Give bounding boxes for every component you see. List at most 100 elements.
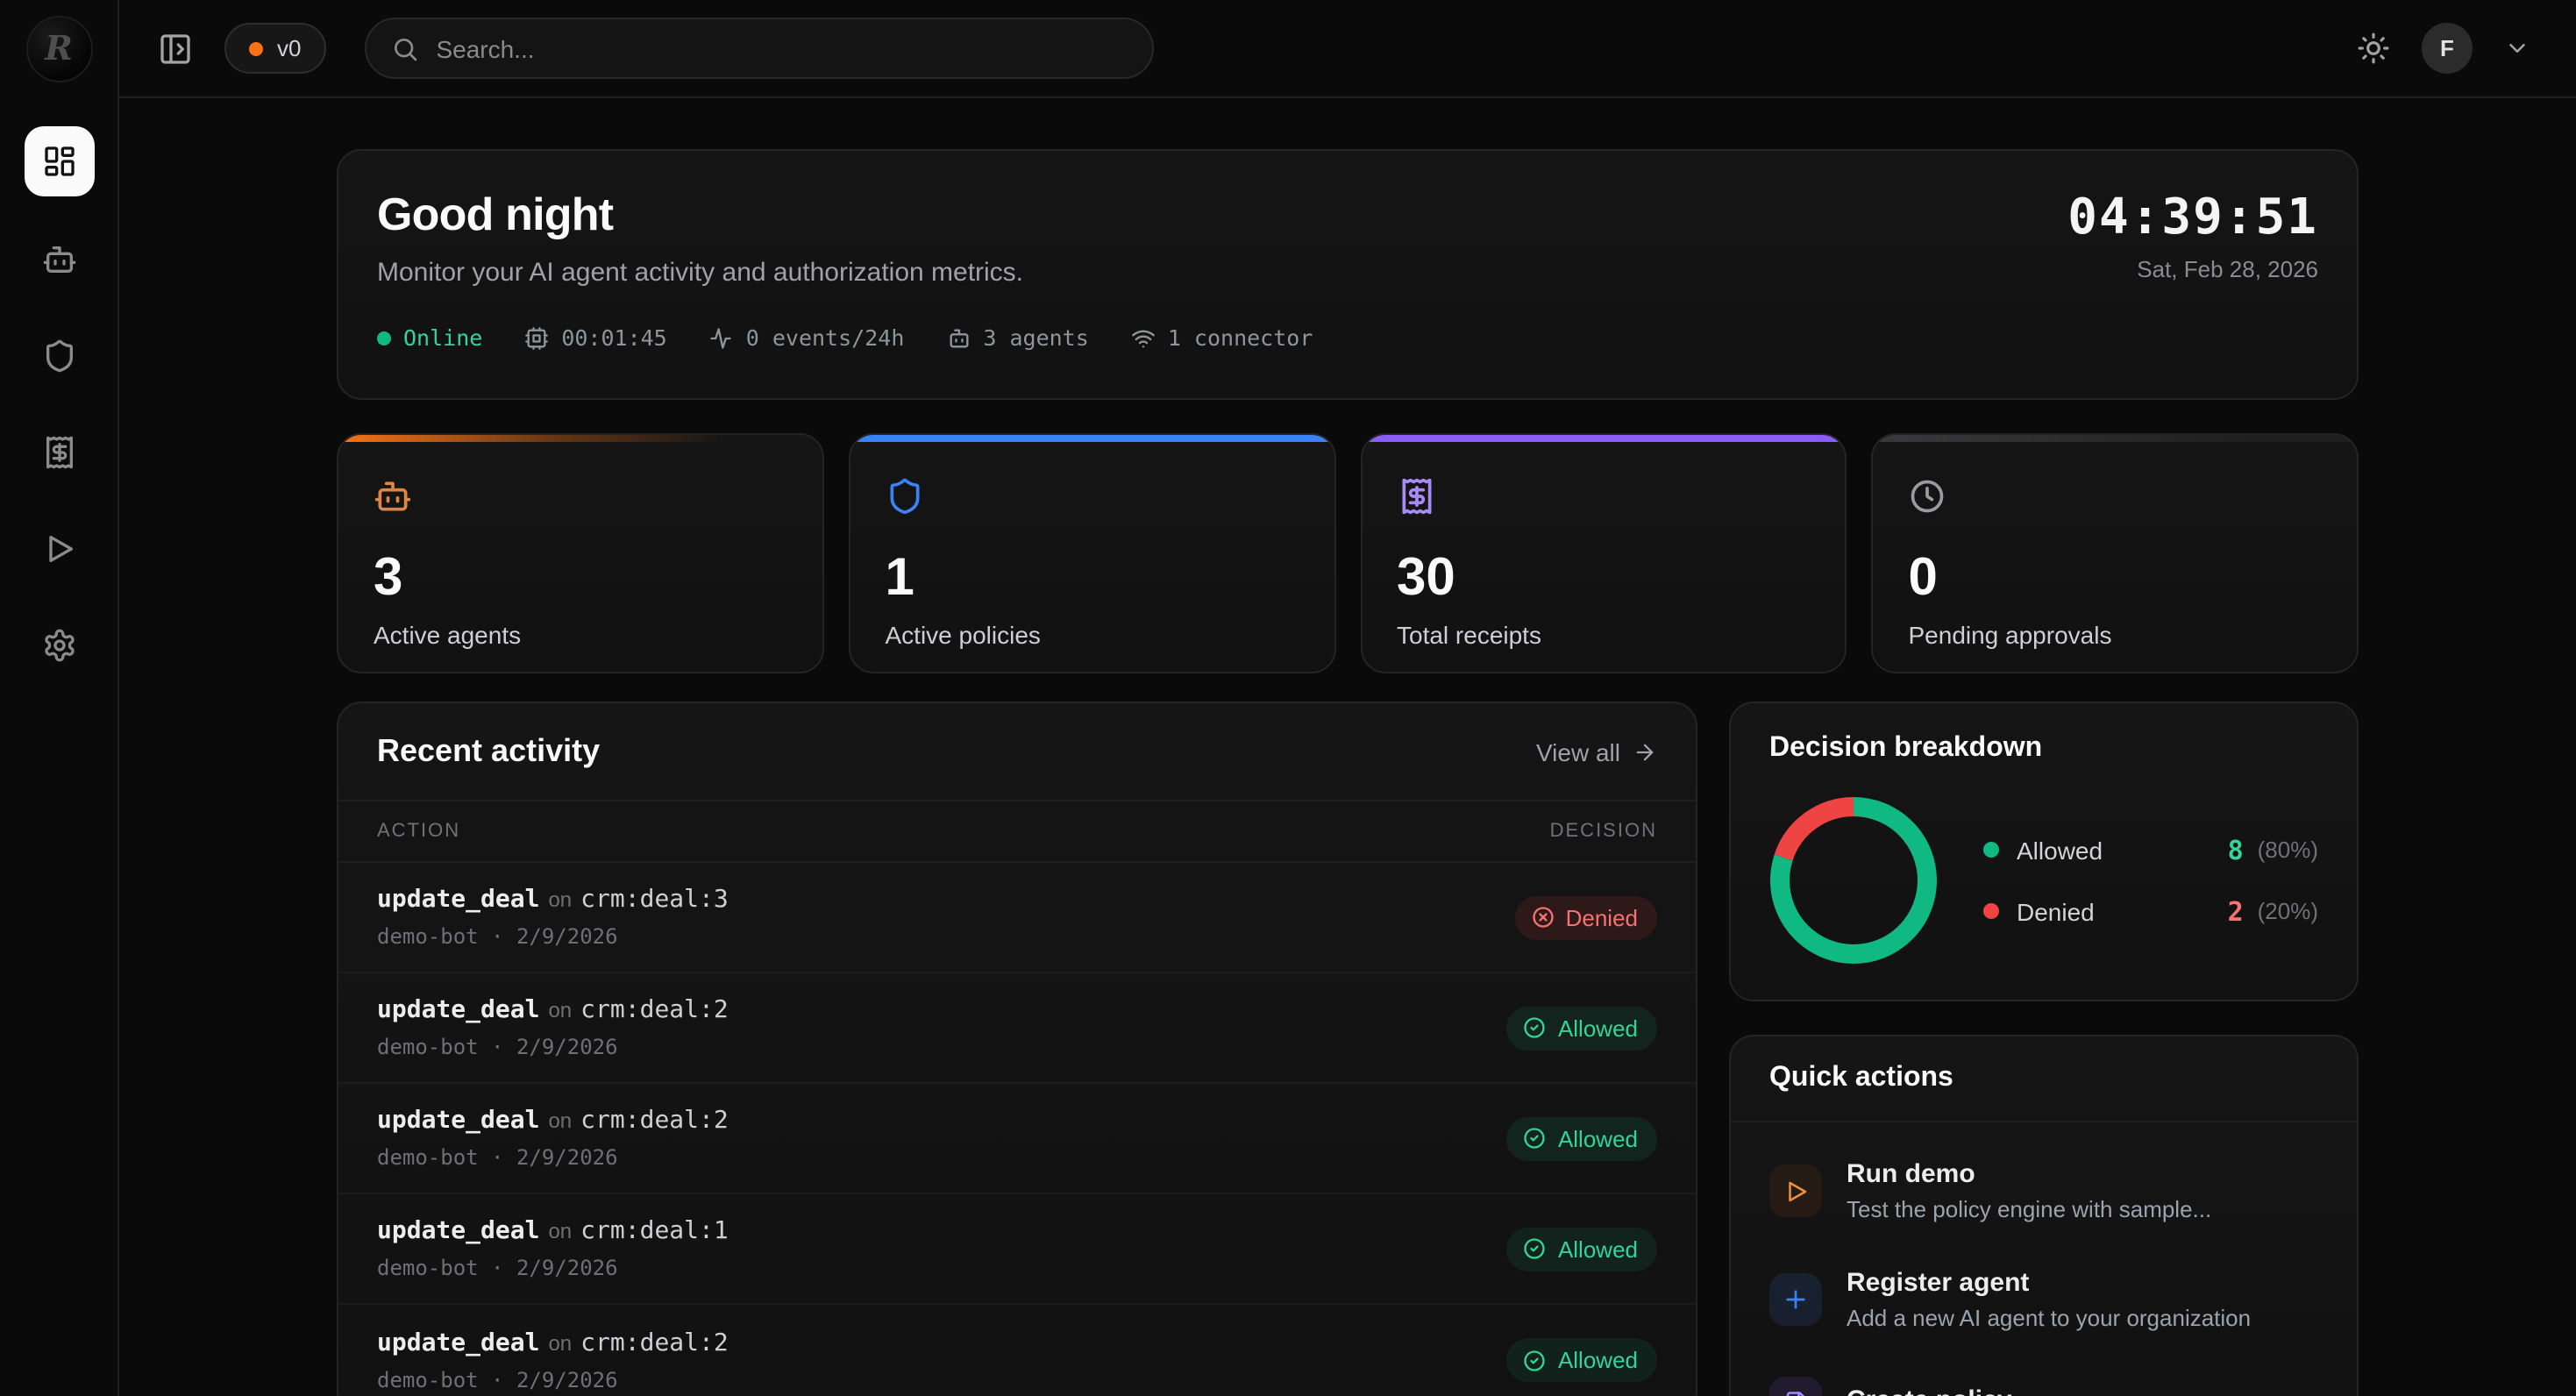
- allowed-dot-icon: [1983, 842, 1999, 858]
- sidebar-toggle-button[interactable]: [151, 24, 200, 73]
- activity-row-meta: demo-bot · 2/9/2026: [377, 1367, 618, 1392]
- sidebar-nav: [24, 126, 94, 679]
- quick-actions-panel: Quick actions Run demo Test the policy e…: [1729, 1035, 2359, 1396]
- activity-row[interactable]: update_deal on crm:deal:2 demo-bot · 2/9/2…: [338, 1305, 1696, 1396]
- stat-card-active-agents[interactable]: 3 Active agents: [337, 433, 824, 673]
- sidebar-item-dashboard[interactable]: [24, 126, 94, 196]
- stat-cards: 3 Active agents 1 Active policies: [337, 433, 2359, 673]
- plus-icon: [1769, 1273, 1822, 1326]
- uptime-status: 00:01:45: [524, 324, 667, 351]
- sidebar-item-receipts[interactable]: [25, 419, 92, 486]
- user-avatar[interactable]: F: [2422, 23, 2473, 74]
- chevron-down-icon: [2504, 35, 2530, 61]
- decision-donut-chart: [1770, 797, 1937, 964]
- version-badge-label: v0: [277, 35, 302, 61]
- sidebar-item-policies[interactable]: [25, 323, 92, 389]
- sidebar: R: [0, 0, 119, 1396]
- decision-badge-allowed: Allowed: [1506, 1338, 1657, 1382]
- shield-icon: [41, 338, 76, 374]
- clock-date: Sat, Feb 28, 2026: [2137, 256, 2318, 282]
- search-bar: [364, 18, 1154, 79]
- quick-action-run-demo[interactable]: Run demo Test the policy engine with sam…: [1769, 1136, 2318, 1245]
- bot-icon: [374, 477, 787, 519]
- activity-row[interactable]: update_deal on crm:deal:1 demo-bot · 2/9/2…: [338, 1194, 1696, 1305]
- play-icon: [41, 531, 76, 566]
- receipt-icon: [41, 435, 76, 470]
- stat-label: Pending approvals: [1908, 621, 2112, 649]
- system-status-row: Online 00:01:45 0 events/2: [377, 324, 1313, 351]
- decision-breakdown-title: Decision breakdown: [1769, 733, 2043, 763]
- version-badge[interactable]: v0: [224, 23, 326, 74]
- activity-row[interactable]: update_deal on crm:deal:2 demo-bot · 2/9/2…: [338, 1084, 1696, 1194]
- decision-badge-denied: Denied: [1514, 895, 1657, 939]
- stat-accent-bar: [1873, 435, 2357, 442]
- wifi-icon: [1131, 325, 1156, 350]
- activity-row[interactable]: update_deal on crm:deal:2 demo-bot · 2/9/2…: [338, 973, 1696, 1084]
- search-icon: [390, 34, 418, 62]
- activity-row-meta: demo-bot · 2/9/2026: [377, 1035, 618, 1059]
- sidebar-item-agents[interactable]: [25, 226, 92, 293]
- legend-row-denied: Denied 2 (20%): [1983, 895, 2318, 927]
- version-status-dot: [249, 41, 263, 55]
- circle-check-icon: [1523, 1348, 1548, 1372]
- sidebar-item-settings[interactable]: [25, 612, 92, 679]
- circle-check-icon: [1523, 1126, 1548, 1150]
- user-menu-button[interactable]: [2497, 28, 2537, 68]
- topbar-right: F: [2350, 23, 2537, 74]
- quick-action-create-policy[interactable]: Create policy: [1769, 1354, 2318, 1396]
- circle-check-icon: [1523, 1015, 1548, 1040]
- gear-icon: [41, 628, 76, 663]
- activity-row-meta: demo-bot · 2/9/2026: [377, 1145, 618, 1170]
- quick-actions-title: Quick actions: [1731, 1036, 2357, 1122]
- activity-pulse-icon: [709, 325, 734, 350]
- stat-value: 0: [1908, 549, 1938, 607]
- panel-toggle-icon: [158, 31, 193, 66]
- search-input[interactable]: [436, 34, 1128, 62]
- stat-label: Total receipts: [1397, 621, 1541, 649]
- decision-breakdown-panel: Decision breakdown Allowed: [1729, 702, 2359, 1001]
- activity-column-headers: ACTION DECISION: [338, 801, 1696, 863]
- stat-card-pending-approvals[interactable]: 0 Pending approvals: [1871, 433, 2359, 673]
- decision-badge-allowed: Allowed: [1506, 1006, 1657, 1050]
- page-title: Good night: [377, 188, 614, 240]
- events-status: 0 events/24h: [709, 324, 904, 351]
- theme-toggle-button[interactable]: [2350, 25, 2397, 72]
- dashboard-grid-icon: [41, 144, 76, 179]
- stat-value: 30: [1397, 549, 1455, 607]
- play-icon: [1769, 1165, 1822, 1217]
- topbar: v0 F: [119, 0, 2576, 98]
- recent-activity-title: Recent activity: [377, 733, 601, 768]
- sidebar-item-run[interactable]: [25, 516, 92, 582]
- activity-row[interactable]: update_deal on crm:deal:3 demo-bot · 2/9/2…: [338, 863, 1696, 973]
- activity-row-meta: demo-bot · 2/9/2026: [377, 924, 618, 949]
- circle-x-icon: [1531, 905, 1555, 929]
- recent-activity-panel: Recent activity View all ACTION DECISION: [337, 702, 1697, 1396]
- online-dot-icon: [377, 331, 391, 345]
- stat-value: 1: [885, 549, 914, 607]
- receipt-icon: [1397, 477, 1811, 519]
- stat-accent-bar: [1362, 435, 1846, 442]
- page-subtitle: Monitor your AI agent activity and autho…: [377, 258, 1024, 288]
- greeting-card: Good night Monitor your AI agent activit…: [337, 149, 2359, 400]
- stat-value: 3: [374, 549, 403, 607]
- connector-status: 1 connector: [1131, 324, 1313, 351]
- shield-icon: [886, 477, 1299, 519]
- clock-time: 04:39:51: [2067, 188, 2318, 246]
- decision-badge-allowed: Allowed: [1506, 1116, 1657, 1160]
- decision-column-header: DECISION: [1549, 821, 1657, 842]
- clock-icon: [1909, 477, 2323, 519]
- denied-dot-icon: [1983, 903, 1999, 919]
- action-column-header: ACTION: [377, 821, 461, 842]
- stat-card-active-policies[interactable]: 1 Active policies: [848, 433, 1335, 673]
- view-all-link[interactable]: View all: [1536, 737, 1657, 766]
- stat-accent-bar: [850, 435, 1334, 442]
- activity-row-meta: demo-bot · 2/9/2026: [377, 1256, 618, 1280]
- file-plus-icon: [1769, 1377, 1822, 1396]
- stat-card-total-receipts[interactable]: 30 Total receipts: [1360, 433, 1847, 673]
- stat-accent-bar: [338, 435, 822, 442]
- arrow-right-icon: [1633, 739, 1657, 764]
- bot-icon: [41, 242, 76, 277]
- circle-check-icon: [1523, 1236, 1548, 1261]
- quick-action-register-agent[interactable]: Register agent Add a new AI agent to you…: [1769, 1245, 2318, 1354]
